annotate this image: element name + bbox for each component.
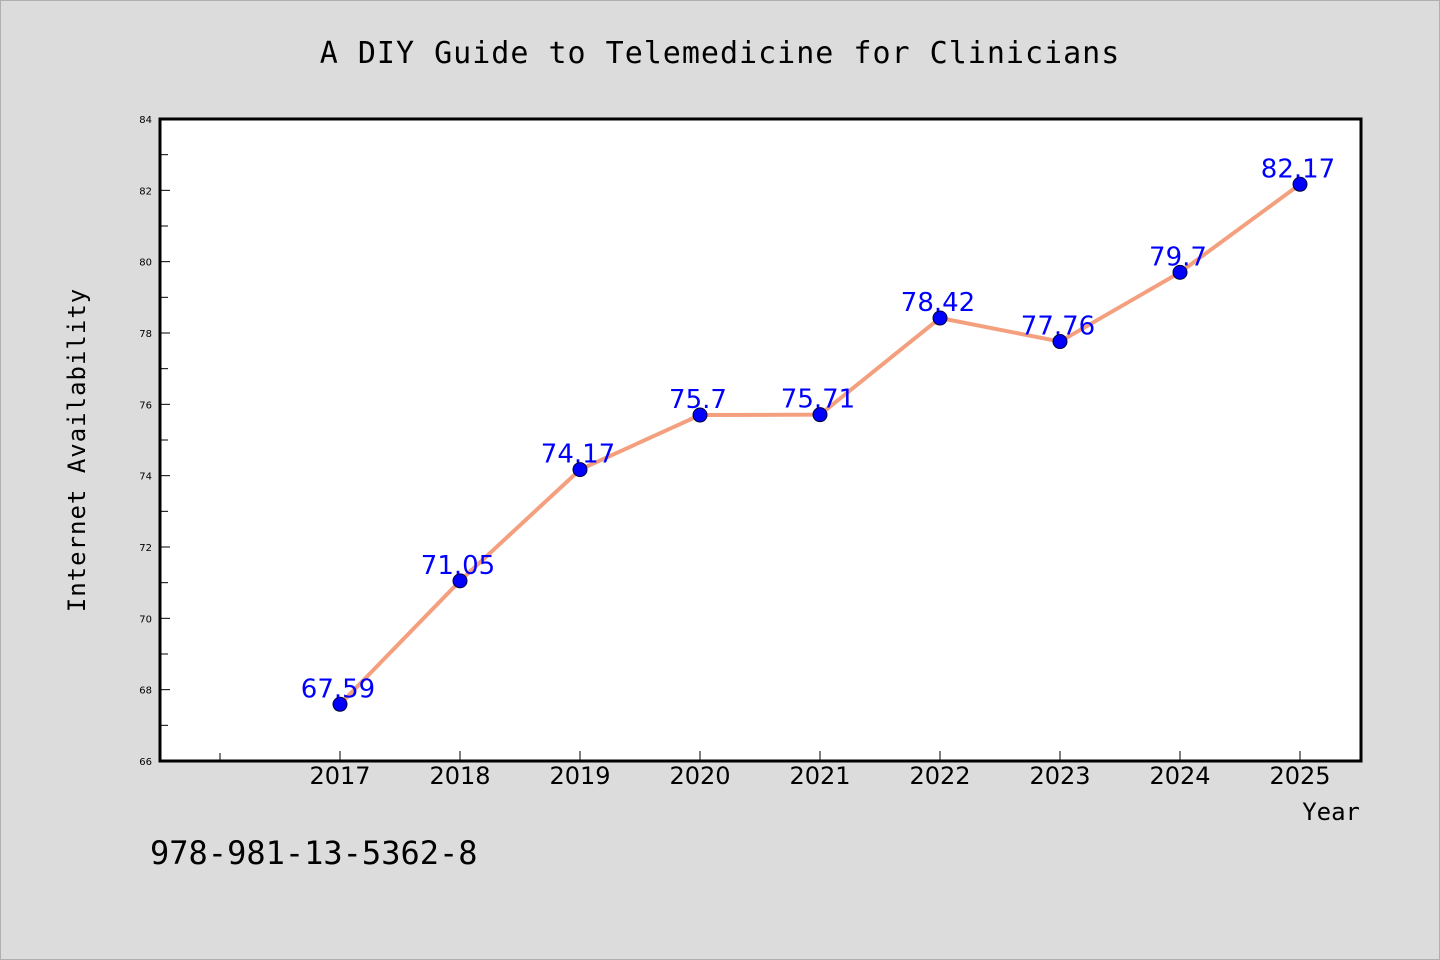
data-label: 67.59 <box>301 674 375 704</box>
series-layer <box>332 176 1308 712</box>
data-point <box>1292 176 1308 192</box>
data-label: 79.7 <box>1149 242 1207 272</box>
chart-title: A DIY Guide to Telemedicine for Clinicia… <box>320 36 1121 71</box>
y-tick-label: 84 <box>139 115 152 126</box>
x-tick-label: 2023 <box>1029 762 1090 790</box>
x-tick-label: 2025 <box>1269 762 1330 790</box>
data-label: 75.7 <box>669 385 727 415</box>
data-point <box>452 573 468 589</box>
x-tick-label: 2017 <box>309 762 370 790</box>
data-label: 74.17 <box>541 440 615 470</box>
x-tick-label: 2021 <box>789 762 850 790</box>
plot-border <box>158 117 1363 763</box>
y-tick-label: 76 <box>139 400 152 411</box>
y-tick-label: 70 <box>139 614 152 625</box>
data-label: 75.71 <box>781 385 855 415</box>
data-label: 71.05 <box>421 551 495 581</box>
y-tick-label: 74 <box>139 472 152 483</box>
isbn-text: 978-981-13-5362-8 <box>150 834 478 872</box>
data-labels: 67.59 71.05 74.17 75.7 75.71 78.42 77.76 79.7 82… <box>301 154 1335 704</box>
data-point <box>692 407 708 423</box>
x-tick-label: 2024 <box>1149 762 1210 790</box>
data-label: 77.76 <box>1021 312 1095 342</box>
y-tick-label: 78 <box>139 329 152 340</box>
y-tick-label: 68 <box>139 686 152 697</box>
y-tick-label: 80 <box>139 258 152 269</box>
y-tick-label: 82 <box>139 186 152 197</box>
axis-ticks: 66 68 70 72 74 76 78 80 82 84 2017 2018 2019 2020 2021… <box>139 115 1330 790</box>
data-point <box>332 696 348 712</box>
data-point <box>572 462 588 478</box>
x-axis-label: Year <box>1302 798 1360 826</box>
data-label: 82.17 <box>1261 154 1335 184</box>
x-tick-label: 2019 <box>549 762 610 790</box>
data-point <box>1172 264 1188 280</box>
data-point <box>1052 334 1068 350</box>
y-axis-label: Internet Availability <box>63 288 91 612</box>
x-tick-label: 2022 <box>909 762 970 790</box>
x-tick-label: 2020 <box>669 762 730 790</box>
y-tick-label: 72 <box>139 543 152 554</box>
plot-area <box>160 119 1361 761</box>
data-point <box>932 310 948 326</box>
data-point <box>812 407 828 423</box>
y-tick-label: 66 <box>139 757 152 768</box>
data-label: 78.42 <box>901 288 975 318</box>
x-tick-label: 2018 <box>429 762 490 790</box>
